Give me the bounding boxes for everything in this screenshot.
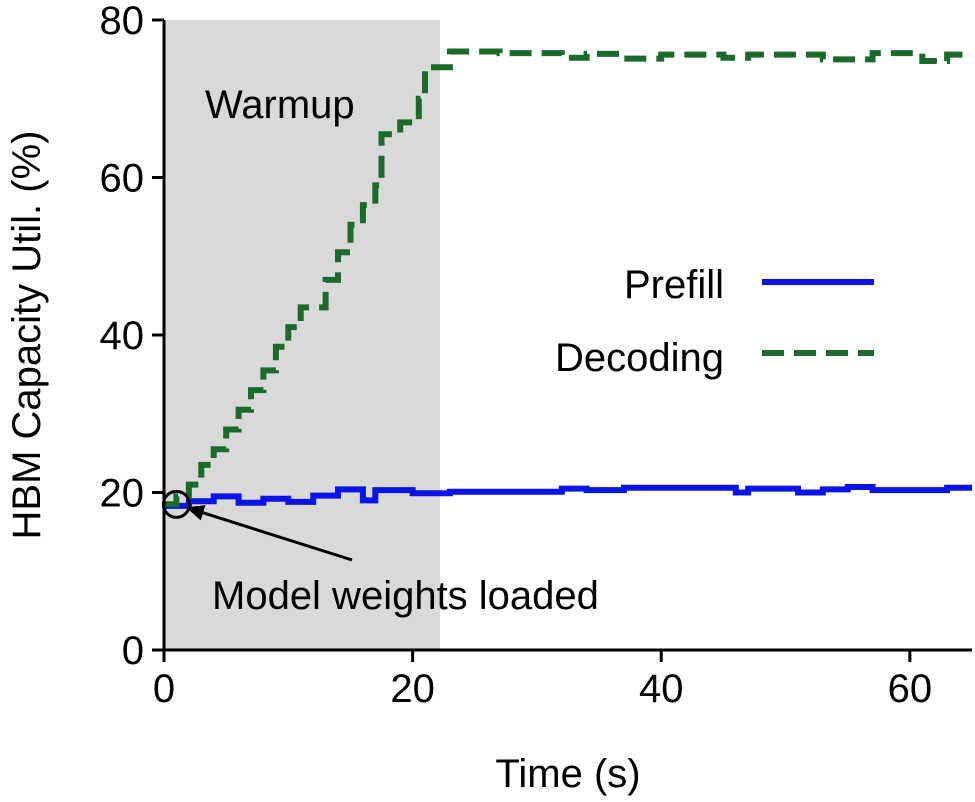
legend: Prefill Decoding (555, 263, 874, 380)
annotation-label: Model weights loaded (212, 574, 599, 618)
legend-label-prefill: Prefill (624, 263, 724, 307)
x-axis-title: Time (s) (495, 752, 640, 796)
series-line-decoding (164, 48, 972, 508)
y-tick-label: 80 (100, 0, 145, 43)
warmup-label: Warmup (205, 83, 355, 127)
series-layer (164, 48, 972, 509)
y-tick-label: 40 (100, 314, 145, 358)
x-tick-label: 60 (888, 667, 933, 711)
x-tick-label: 40 (639, 667, 684, 711)
y-axis-ticks: 0 20 40 60 80 (100, 0, 164, 673)
annotation-arrow-line (202, 511, 353, 562)
legend-label-decoding: Decoding (555, 336, 724, 380)
annotation-arrow-head (185, 505, 206, 521)
y-tick-label: 60 (100, 157, 145, 201)
x-tick-label: 0 (153, 667, 175, 711)
y-axis-title: HBM Capacity Util. (%) (5, 131, 49, 540)
x-axis-ticks: 0 20 40 60 (153, 650, 932, 711)
y-tick-label: 20 (100, 472, 145, 516)
annotation-marker-circle (161, 489, 191, 519)
x-tick-label: 20 (390, 667, 435, 711)
y-tick-label: 0 (122, 629, 144, 673)
series-line-prefill (164, 484, 972, 509)
